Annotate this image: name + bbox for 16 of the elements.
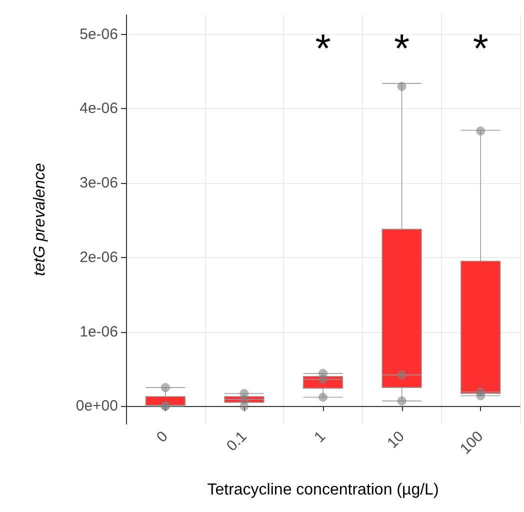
y-tick-label: 3e-06 — [80, 174, 118, 192]
y-tick-label: 1e-06 — [80, 323, 118, 340]
y-axis-title: tetG prevalence — [32, 162, 48, 276]
x-tick-label: 0.1 — [223, 428, 250, 455]
x-axis-title: Tetracycline concentration (µg/L) — [207, 482, 439, 498]
y-tick-label: 4e-06 — [80, 100, 118, 118]
x-tick-label: 100 — [456, 428, 487, 458]
x-tick-label: 0 — [153, 428, 172, 446]
x-tick-label: 1 — [311, 428, 330, 446]
x-tick-label: 10 — [384, 428, 408, 452]
annotation: * — [472, 27, 488, 71]
y-tick-label: 2e-06 — [80, 248, 118, 266]
annotation: * — [394, 27, 410, 71]
y-tick-label: 5e-06 — [80, 26, 118, 43]
y-tick-label: 0e+00 — [76, 398, 118, 415]
annotation: * — [315, 27, 331, 71]
